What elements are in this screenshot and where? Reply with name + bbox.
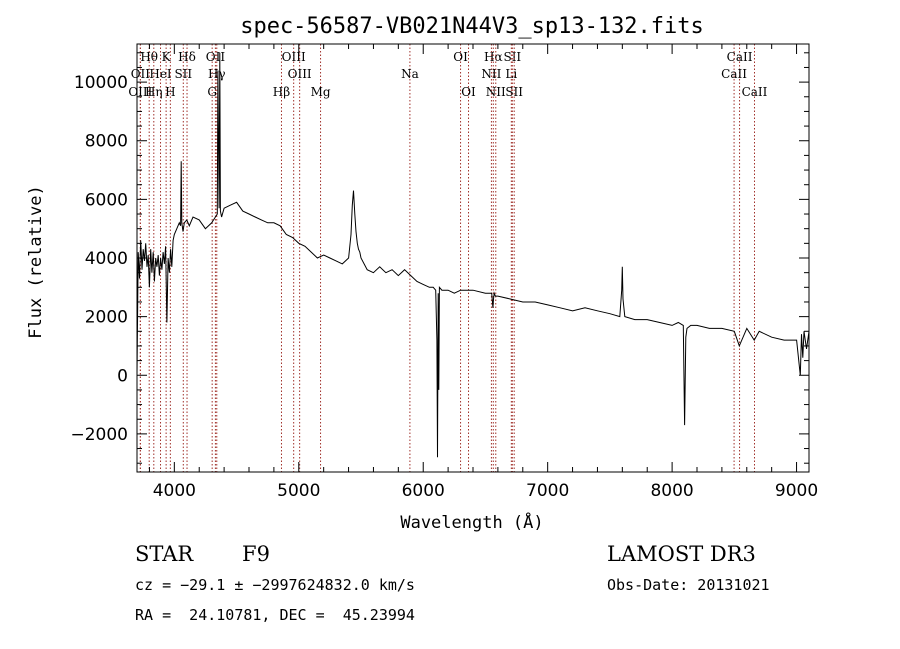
x-axis-label: Wavelength (Å) [400,511,543,533]
marker-label: SII [503,50,521,64]
marker-label: Hα [484,50,503,64]
survey-name: LAMOST DR3 [607,542,756,566]
marker-label: Hβ [273,85,290,99]
object-class: STAR [135,542,194,566]
y-tick-label: 4000 [85,249,128,269]
marker-label: CaII [721,67,747,81]
y-axis-label: Flux (relative) [26,185,46,339]
marker-label: OII [206,50,226,64]
x-tick-label: 7000 [526,481,569,501]
object-subclass: F9 [242,542,270,566]
x-tick-label: 8000 [650,481,693,501]
marker-label: Na [401,67,419,81]
marker-label: OIII [282,50,306,64]
flux-series-line [136,52,810,458]
marker-label: OI [453,50,468,64]
marker-label: K [162,50,172,64]
marker-label: Hδ [178,50,196,64]
x-tick-label: 5000 [277,481,320,501]
marker-label: HeI [149,67,172,81]
marker-label: Hγ [208,67,226,81]
marker-label: CaII [727,50,753,64]
x-tick-label: 4000 [153,481,196,501]
y-tick-label: −2000 [70,425,128,445]
marker-label: G [207,85,217,99]
marker-label: H [165,85,175,99]
y-tick-label: 10000 [74,73,128,93]
marker-label: CaII [742,85,768,99]
marker-label: OI [461,85,476,99]
y-ticks: −2000 0 2000 4000 6000 8000 10000 [70,52,809,464]
marker-label: Li [505,67,517,81]
x-ticks: 4000 5000 6000 7000 8000 9000 [148,44,818,501]
marker-label: Mg [311,85,331,99]
marker-label: NII [486,85,506,99]
y-tick-label: 6000 [85,190,128,210]
marker-label: Hη [145,85,163,99]
marker-label: OIII [128,85,152,99]
marker-label: OII [131,67,151,81]
chart-title: spec-56587-VB021N44V3_sp13-132.fits [240,14,704,39]
x-tick-label: 9000 [775,481,818,501]
observation-date: Obs-Date: 20131021 [607,576,770,594]
y-tick-label: 0 [117,366,128,386]
y-tick-label: 2000 [85,308,128,328]
y-tick-label: 8000 [85,132,128,152]
marker-label: NII [481,67,501,81]
plot-frame [136,43,810,473]
marker-label: OIII [288,67,312,81]
marker-label: SII [174,67,192,81]
marker-label: SII [505,85,523,99]
x-tick-label: 6000 [402,481,445,501]
marker-label: Hθ [140,50,158,64]
redshift-cz: cz = −29.1 ± −2997624832.0 km/s [135,576,415,594]
ra-dec-coordinates: RA = 24.10781, DEC = 45.23994 [135,606,415,624]
